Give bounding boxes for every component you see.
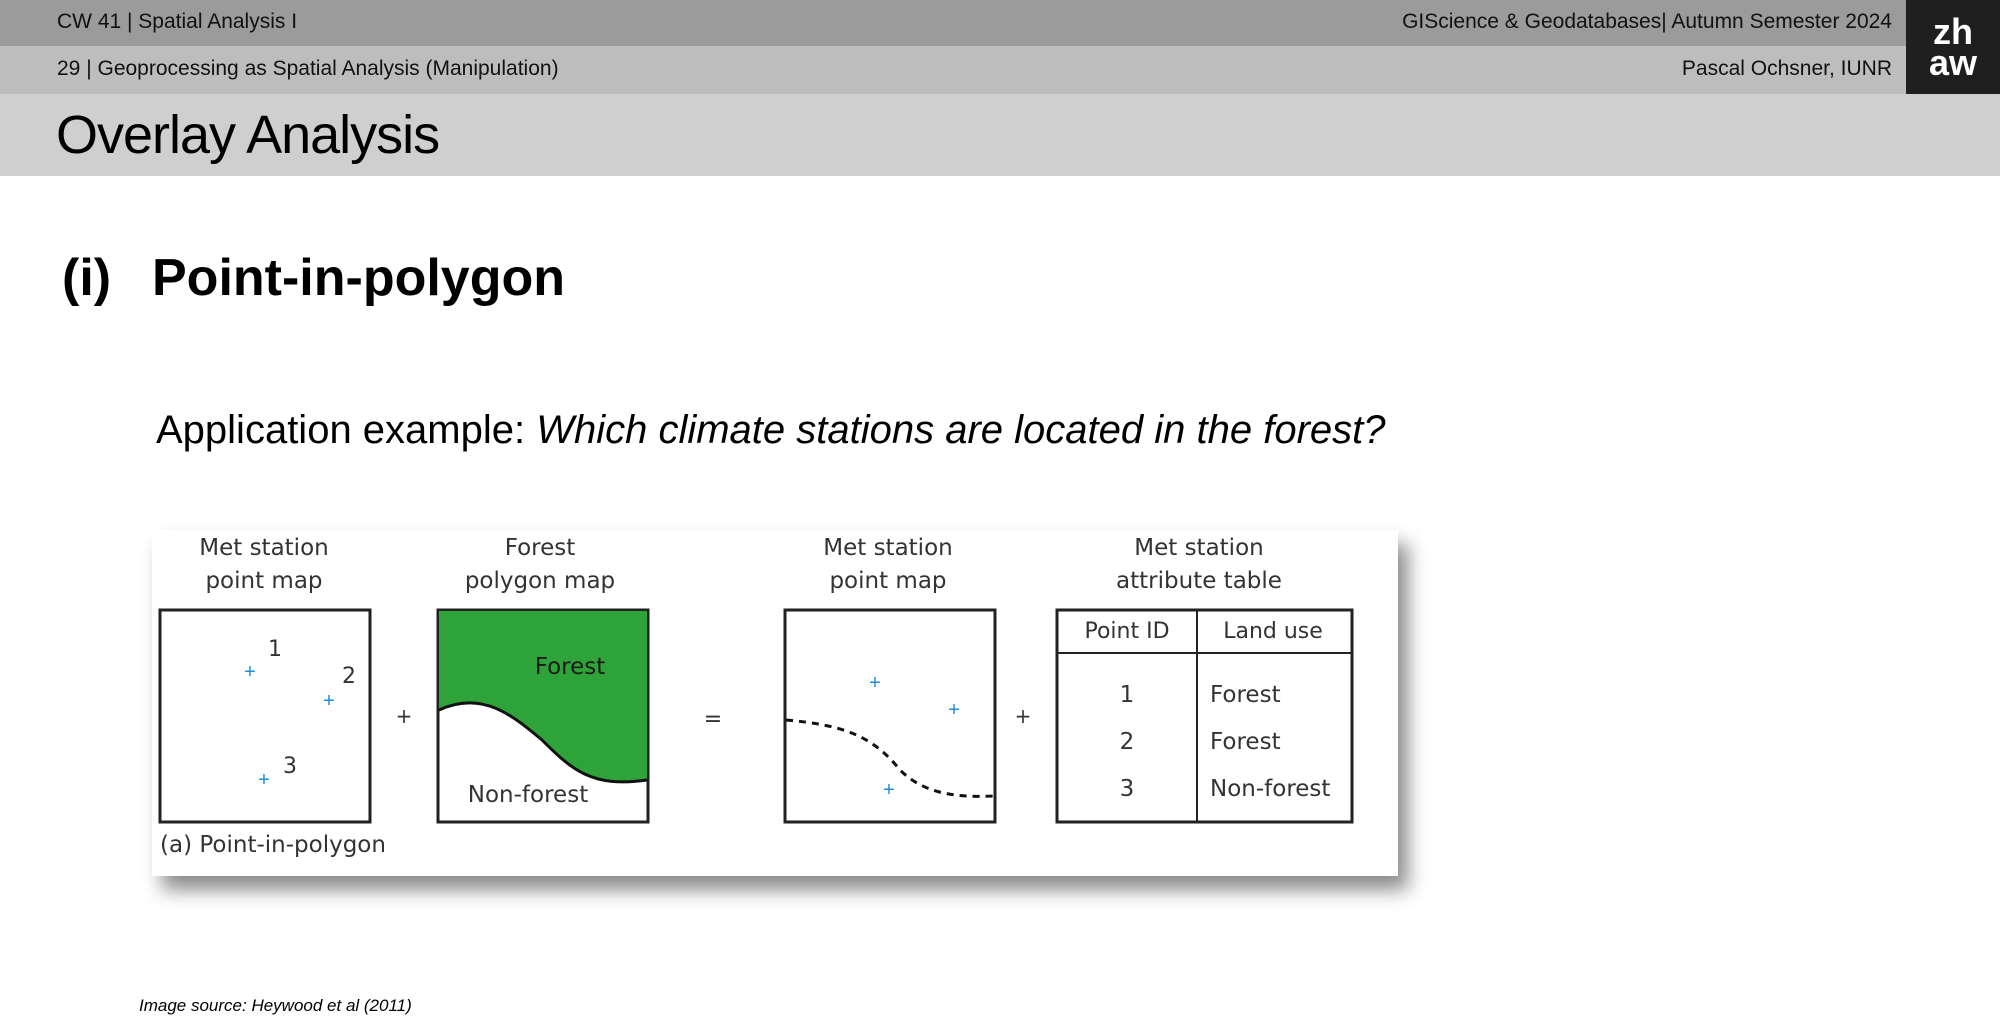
author: Pascal Ochsner, IUNR	[1681, 57, 1892, 80]
station-3-label: 3	[283, 754, 297, 779]
image-source: Image source: Heywood et al (2011)	[139, 996, 412, 1015]
panel1-title-line2: point map	[205, 568, 322, 594]
table-row-2-id: 2	[1120, 729, 1135, 755]
attribute-table-frame	[1055, 608, 1354, 824]
result-station-2-marker: +	[948, 699, 960, 721]
zhaw-logo: zh aw	[1906, 0, 2000, 94]
table-header-point-id: Point ID	[1084, 619, 1169, 644]
section-title: Point-in-polygon	[152, 249, 566, 307]
table-header-land-use: Land use	[1223, 619, 1323, 644]
application-question: Which climate stations are located in th…	[536, 408, 1386, 452]
panel1-points: + + +	[244, 661, 335, 791]
application-label: Application example:	[156, 408, 537, 452]
panel1-frame	[158, 608, 372, 824]
page-title: Overlay Analysis	[56, 105, 440, 165]
panel3-points: + + +	[869, 672, 960, 801]
panel4-title-line2: attribute table	[1116, 568, 1282, 594]
forest-boundary-dashed	[785, 718, 995, 798]
table-row-1-landuse: Forest	[1210, 682, 1281, 708]
forest-label: Forest	[535, 654, 606, 680]
plus-operator-2: +	[1015, 704, 1032, 728]
panel1-title-line1: Met station	[199, 535, 328, 561]
panel2-title-line1: Forest	[505, 535, 576, 561]
station-1-marker: +	[244, 661, 256, 683]
figure-caption: (a) Point-in-polygon	[160, 832, 386, 858]
application-example: Application example: Which climate stati…	[156, 408, 1386, 453]
figure-svg: Met station point map Forest polygon map…	[158, 535, 1354, 858]
station-1-label: 1	[268, 637, 282, 662]
header-top-bar	[0, 0, 1906, 46]
panel3-title-line1: Met station	[823, 535, 952, 561]
logo-text-top: zh	[1933, 11, 1973, 52]
plus-operator-1: +	[396, 704, 413, 728]
table-row-3-id: 3	[1120, 776, 1135, 802]
slide-line: 29 | Geoprocessing as Spatial Analysis (…	[57, 57, 559, 80]
panel4-title-line1: Met station	[1134, 535, 1263, 561]
header-second-bar	[0, 46, 1906, 94]
panel3-frame	[783, 608, 997, 824]
station-2-label: 2	[342, 664, 356, 689]
table-row-3-landuse: Non-forest	[1210, 776, 1330, 802]
equals-operator: =	[704, 707, 722, 732]
result-station-1-marker: +	[869, 672, 881, 694]
course-title: GIScience & Geodatabases| Autumn Semeste…	[1402, 10, 1892, 33]
table-row-2-landuse: Forest	[1210, 729, 1281, 755]
panel2-title-line2: polygon map	[465, 568, 615, 594]
section-number: (i)	[62, 249, 112, 307]
title-bar	[0, 94, 2000, 176]
point-in-polygon-figure: Met station point map Forest polygon map…	[152, 530, 1398, 876]
nonforest-label: Non-forest	[468, 782, 588, 808]
forest-boundary	[438, 701, 648, 784]
forest-polygon	[439, 611, 647, 782]
logo-text-bottom: aw	[1928, 42, 1978, 83]
station-3-marker: +	[258, 769, 270, 791]
course-line: CW 41 | Spatial Analysis I	[57, 10, 298, 33]
result-station-3-marker: +	[883, 779, 895, 801]
panel3-title-line2: point map	[829, 568, 946, 594]
station-2-marker: +	[323, 690, 335, 712]
table-row-1-id: 1	[1120, 682, 1135, 708]
